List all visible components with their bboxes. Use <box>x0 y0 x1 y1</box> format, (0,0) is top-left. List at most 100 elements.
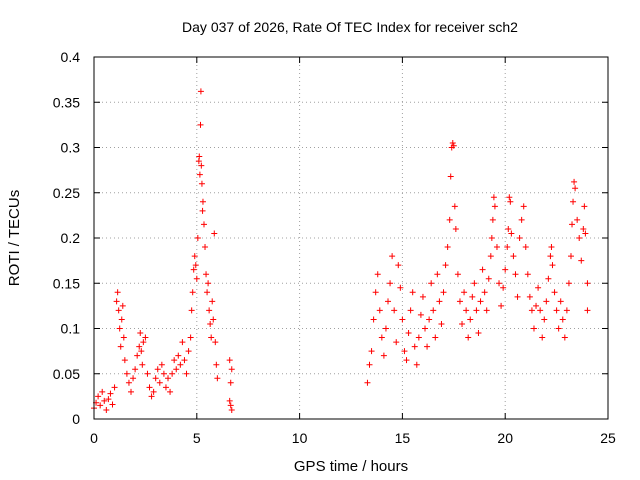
data-point <box>522 244 529 251</box>
data-point <box>118 316 125 323</box>
data-point <box>415 334 422 341</box>
data-point <box>417 311 424 318</box>
data-point <box>183 370 190 377</box>
data-point <box>581 203 588 210</box>
data-point <box>487 253 494 260</box>
data-point <box>165 375 172 382</box>
data-point <box>535 284 542 291</box>
data-point <box>137 330 144 337</box>
data-point <box>490 194 497 201</box>
data-point <box>378 334 385 341</box>
data-point <box>488 235 495 241</box>
data-point <box>368 348 375 355</box>
data-point <box>138 348 145 355</box>
data-point <box>152 375 159 382</box>
data-point <box>119 302 126 309</box>
x-tick-label: 10 <box>292 430 308 446</box>
data-point <box>111 384 118 391</box>
data-point <box>444 244 451 251</box>
data-point <box>228 406 235 413</box>
data-point <box>401 348 408 355</box>
data-point <box>210 316 217 323</box>
data-point <box>144 370 151 377</box>
data-point <box>539 334 546 341</box>
data-point <box>393 339 400 346</box>
data-point <box>146 384 153 391</box>
data-point <box>99 388 106 395</box>
data-point <box>382 325 389 332</box>
data-point <box>197 121 204 128</box>
data-point <box>500 284 507 291</box>
data-point <box>436 298 443 305</box>
y-tick-label: 0.35 <box>53 94 80 110</box>
x-axis-title: GPS time / hours <box>294 458 408 475</box>
data-point <box>189 289 196 296</box>
data-point <box>469 293 476 300</box>
data-point <box>200 221 207 228</box>
data-point <box>508 230 515 237</box>
data-point <box>543 298 550 305</box>
data-point <box>380 352 387 359</box>
data-point <box>459 320 466 327</box>
data-point <box>561 334 568 341</box>
data-points <box>91 88 591 413</box>
data-point <box>191 253 198 260</box>
data-point <box>563 307 570 314</box>
data-point <box>502 266 509 273</box>
y-tick-label: 0.3 <box>61 140 81 156</box>
data-point <box>395 262 402 269</box>
data-point <box>196 153 203 160</box>
data-point <box>120 334 127 341</box>
data-point <box>533 302 540 309</box>
data-point <box>498 302 505 309</box>
data-point <box>177 361 184 368</box>
data-point <box>204 289 211 296</box>
data-point <box>512 271 519 278</box>
y-tick-label: 0.15 <box>53 275 80 291</box>
data-point <box>387 280 394 287</box>
data-point <box>97 402 104 409</box>
data-point <box>432 334 439 341</box>
data-point <box>209 298 216 305</box>
data-point <box>483 307 490 314</box>
data-point <box>565 280 572 287</box>
data-point <box>555 325 562 332</box>
data-point <box>507 198 514 205</box>
data-point <box>584 307 591 314</box>
data-point <box>405 330 412 337</box>
data-point <box>194 235 201 241</box>
data-point <box>541 316 548 323</box>
data-point <box>430 307 437 314</box>
data-point <box>175 352 182 359</box>
data-point <box>578 257 585 264</box>
data-point <box>114 289 121 296</box>
data-point <box>580 225 587 232</box>
data-point <box>399 316 406 323</box>
data-point <box>465 334 472 341</box>
data-point <box>428 280 435 287</box>
data-point <box>454 271 461 278</box>
grid-lines <box>94 57 608 419</box>
data-point <box>115 307 122 314</box>
data-point <box>109 401 116 408</box>
data-point <box>202 244 209 251</box>
data-point <box>456 298 463 305</box>
data-point <box>158 361 165 368</box>
data-point <box>226 397 233 404</box>
data-point <box>574 216 581 223</box>
data-point <box>450 142 457 149</box>
data-point <box>208 334 215 341</box>
data-point <box>567 253 574 260</box>
data-point <box>107 390 114 397</box>
data-point <box>570 198 577 205</box>
data-point <box>434 271 441 278</box>
data-point <box>162 384 169 391</box>
data-point <box>389 253 396 260</box>
data-point <box>467 316 474 323</box>
data-point <box>524 271 531 278</box>
data-point <box>440 289 447 296</box>
data-point <box>364 379 371 386</box>
data-point <box>150 388 157 395</box>
